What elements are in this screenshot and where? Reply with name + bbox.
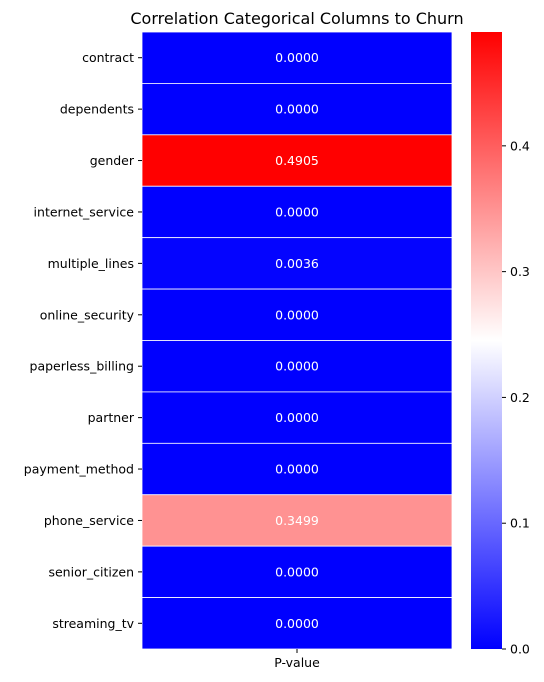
heatmap-cell [141, 597, 453, 650]
heatmap-cell [141, 134, 453, 187]
heatmap-cell [141, 31, 453, 84]
heatmap-cell [141, 545, 453, 598]
row-label: dependents [60, 102, 134, 117]
colorbar-tick-label: 0.1 [510, 516, 530, 531]
cell-annotation: 0.0000 [275, 359, 319, 374]
row-label: gender [90, 153, 135, 168]
heatmap-cell [141, 83, 453, 136]
heatmap-cells: 0.0000 0.0000 0.4905 0.0000 0.0036 0.0000 0.00… [141, 31, 453, 650]
row-label: senior_citizen [48, 564, 134, 579]
heatmap-cell [141, 391, 453, 444]
row-label: internet_service [34, 204, 135, 219]
cell-annotation: 0.0000 [275, 462, 319, 477]
row-label: multiple_lines [48, 256, 134, 271]
row-label: phone_service [44, 513, 134, 528]
cell-annotation: 0.0000 [275, 307, 319, 322]
cell-annotation: 0.0000 [275, 50, 319, 65]
cell-annotation: 0.0036 [275, 256, 319, 271]
cell-annotation: 0.0000 [275, 410, 319, 425]
chart-title: Correlation Categorical Columns to Churn [130, 9, 463, 28]
colorbar-tick-label: 0.3 [510, 264, 530, 279]
row-label: online_security [40, 307, 135, 322]
row-label: paperless_billing [30, 359, 134, 374]
heatmap-cell [141, 288, 453, 341]
heatmap-cell [141, 494, 453, 547]
heatmap-cell [141, 237, 453, 290]
colorbar-tick-label: 0.0 [510, 642, 530, 657]
column-label: P-value [274, 655, 320, 670]
heatmap-cell [141, 185, 453, 239]
column-labels: P-value [274, 649, 320, 670]
cell-annotation: 0.4905 [275, 153, 319, 168]
cell-annotation: 0.3499 [275, 513, 319, 528]
row-label: contract [82, 50, 134, 65]
cell-annotation: 0.0000 [275, 564, 319, 579]
row-label: partner [88, 410, 135, 425]
colorbar-gradient [471, 32, 502, 649]
cell-annotation: 0.0000 [275, 204, 319, 219]
cell-annotation: 0.0000 [275, 102, 319, 117]
colorbar-tick-label: 0.4 [510, 138, 530, 153]
row-label: streaming_tv [52, 616, 134, 631]
row-label: payment_method [24, 462, 134, 477]
colorbar-tick-label: 0.2 [510, 390, 530, 405]
colorbar: 0.0 0.1 0.2 0.3 0.4 [471, 32, 530, 657]
row-labels: contract dependents gender internet_service… [24, 50, 142, 631]
cell-annotation: 0.0000 [275, 616, 319, 631]
